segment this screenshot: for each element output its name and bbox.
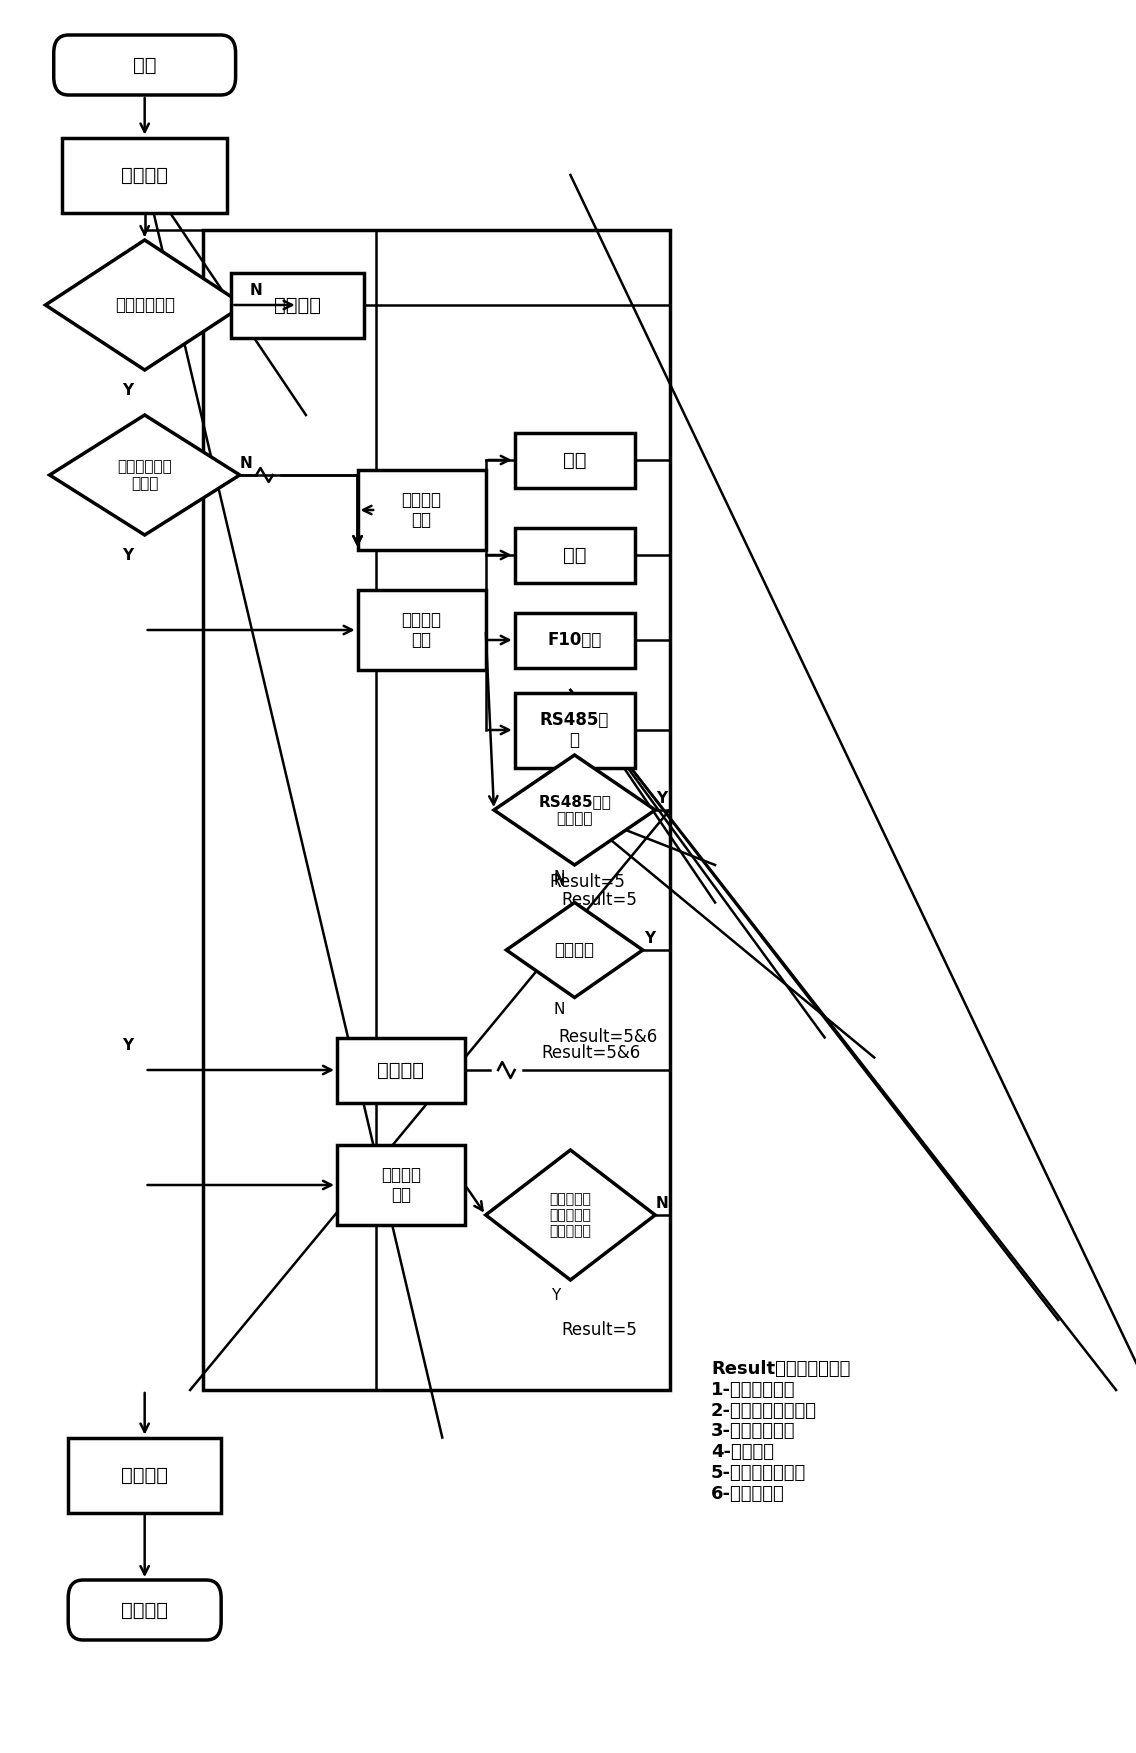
Text: 一般检查: 一般检查: [274, 296, 321, 314]
Bar: [62, 137, 227, 212]
Text: F10参数: F10参数: [548, 631, 602, 649]
Text: Y: Y: [657, 791, 667, 805]
Text: N: N: [250, 282, 262, 298]
Text: 终端参数是否
已查处: 终端参数是否 已查处: [117, 459, 172, 491]
Text: 人工确认
故障: 人工确认 故障: [381, 1166, 421, 1204]
Text: 查处下行
通信: 查处下行 通信: [402, 610, 442, 649]
Text: RS485通信
端口正常: RS485通信 端口正常: [538, 794, 611, 826]
Text: 核对信息: 核对信息: [122, 165, 168, 184]
Bar: [515, 433, 635, 487]
Text: N: N: [554, 1003, 566, 1017]
Text: Result反馈结果说明：
1-疑难问题处理
2-公网信号问题处理
3-处理结果校验
4-档案更正
5-更换终端子流程
6-更换电能表: Result反馈结果说明： 1-疑难问题处理 2-公网信号问题处理 3-处理结果…: [711, 1360, 851, 1502]
Text: N: N: [655, 1196, 668, 1211]
Text: 时钟: 时钟: [562, 451, 586, 470]
Bar: [202, 230, 669, 1390]
Text: Result=5&6: Result=5&6: [542, 1043, 641, 1062]
Text: Result=5&6: Result=5&6: [558, 1029, 658, 1047]
Polygon shape: [494, 756, 655, 864]
Bar: [68, 1437, 222, 1513]
Text: Y: Y: [123, 382, 134, 398]
Text: Y: Y: [123, 547, 134, 563]
Polygon shape: [45, 240, 244, 370]
Text: 中继抄表: 中继抄表: [377, 1061, 425, 1080]
Text: Result=5: Result=5: [549, 873, 625, 891]
Text: Y: Y: [551, 1287, 560, 1302]
Text: 调试结束: 调试结束: [122, 1600, 168, 1620]
Text: N: N: [240, 456, 252, 470]
Text: 掌机中继成功: 掌机中继成功: [115, 296, 175, 314]
Text: N: N: [554, 873, 566, 887]
Bar: [337, 1145, 465, 1225]
Bar: [337, 1038, 465, 1103]
Polygon shape: [50, 415, 240, 535]
Bar: [515, 612, 635, 668]
Text: Y: Y: [123, 1038, 134, 1052]
Text: 查处终端
参数: 查处终端 参数: [402, 491, 442, 529]
Text: 终端参数检
查与下行通
信是否已查: 终端参数检 查与下行通 信是否已查: [550, 1192, 592, 1238]
FancyBboxPatch shape: [53, 35, 235, 95]
Text: 通信匹配: 通信匹配: [554, 941, 594, 959]
Text: 反馈系统: 反馈系统: [122, 1466, 168, 1485]
Bar: [515, 692, 635, 768]
Bar: [358, 470, 486, 550]
Text: N: N: [554, 869, 566, 885]
Text: 开始: 开始: [133, 56, 157, 74]
Bar: [515, 528, 635, 582]
Polygon shape: [507, 903, 643, 997]
Text: 任务: 任务: [562, 545, 586, 564]
Text: Y: Y: [644, 931, 655, 945]
Bar: [358, 591, 486, 670]
Polygon shape: [486, 1150, 655, 1280]
Text: RS485接
线: RS485接 线: [540, 710, 609, 749]
Bar: [232, 272, 364, 338]
Text: Result=5: Result=5: [561, 1322, 637, 1339]
FancyBboxPatch shape: [68, 1579, 222, 1641]
Text: Result=5: Result=5: [561, 891, 637, 910]
